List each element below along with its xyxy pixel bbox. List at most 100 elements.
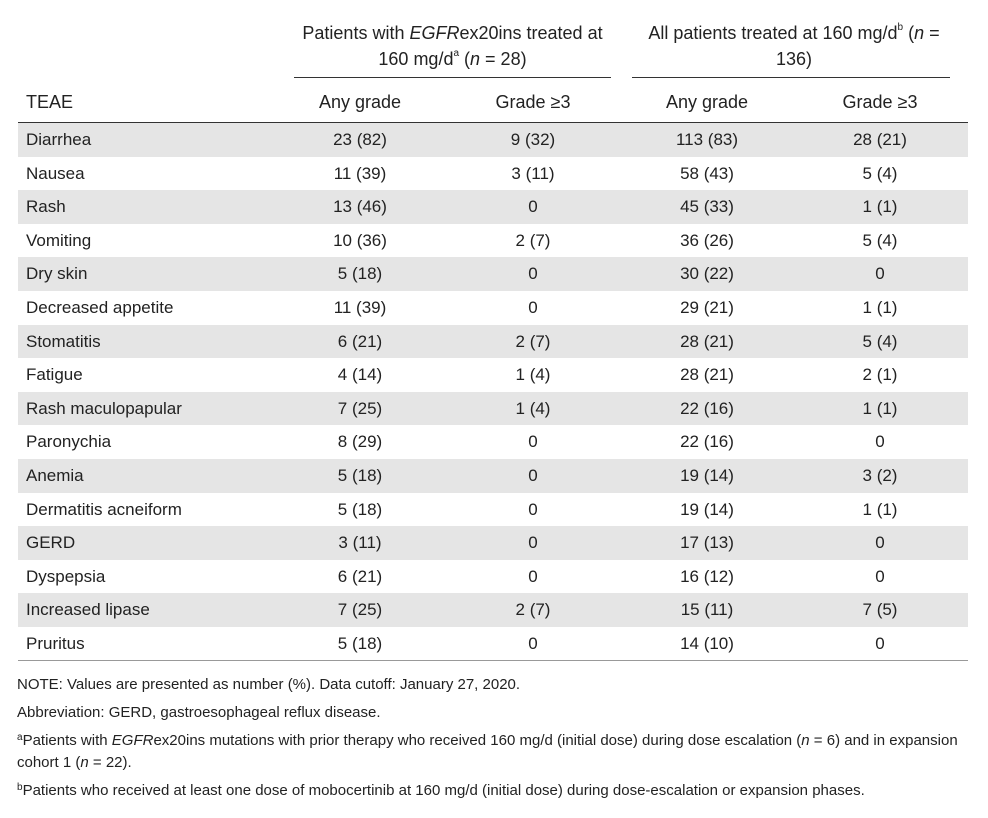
row-label: Dry skin bbox=[26, 264, 88, 284]
table-row: Decreased appetite 11 (39) 0 29 (21) 1 (1) bbox=[18, 291, 968, 325]
cell: 3 (11) bbox=[338, 533, 382, 553]
table-row: Dyspepsia 6 (21) 0 16 (12) 0 bbox=[18, 560, 968, 594]
cell: 1 (4) bbox=[515, 365, 551, 385]
cell: 11 (39) bbox=[333, 298, 387, 317]
row-label: GERD bbox=[26, 533, 76, 553]
group-header: Patients with EGFRex20ins treated at 160… bbox=[285, 20, 620, 72]
footnote: aPatients with EGFRex20ins mutations wit… bbox=[17, 730, 972, 774]
table-row: Dry skin 5 (18) 0 30 (22) 0 bbox=[18, 257, 968, 291]
footnote-mark: b bbox=[897, 22, 904, 33]
rule bbox=[632, 77, 950, 78]
table-row: Increased lipase 7 (25) 2 (7) 15 (11) 7 (5) bbox=[18, 593, 968, 627]
cell: 0 bbox=[875, 264, 885, 284]
note: Abbreviation: GERD, gastroesophageal ref… bbox=[17, 704, 381, 721]
note: NOTE: Values are presented as number (%)… bbox=[17, 676, 521, 693]
footnote-mark: b bbox=[17, 782, 23, 793]
cell: 0 bbox=[875, 566, 885, 586]
row-label: Nausea bbox=[26, 163, 85, 183]
cell: 28 (21) bbox=[853, 130, 907, 149]
cell: 1 (1) bbox=[862, 298, 898, 317]
cell: 0 bbox=[875, 533, 885, 553]
cell: 29 (21) bbox=[680, 298, 734, 317]
table-row: GERD 3 (11) 0 17 (13) 0 bbox=[18, 526, 968, 560]
column-header: Grade ≥3 bbox=[842, 92, 918, 112]
cell: 19 (14) bbox=[680, 466, 734, 485]
cell: 2 (1) bbox=[862, 365, 898, 385]
text: ( bbox=[903, 23, 915, 43]
cell: 6 (21) bbox=[337, 331, 383, 351]
footnote-mark: a bbox=[17, 732, 23, 743]
cell: 5 (18) bbox=[337, 499, 383, 519]
cell: 8 (29) bbox=[337, 432, 383, 452]
table-row: Dermatitis acneiform 5 (18) 0 19 (14) 1 (1) bbox=[18, 493, 968, 527]
row-label: Diarrhea bbox=[26, 130, 92, 149]
row-label: Increased lipase bbox=[26, 600, 150, 620]
column-header: Any grade bbox=[318, 92, 402, 112]
rule bbox=[18, 122, 968, 124]
cell: 11 (39) bbox=[333, 163, 387, 183]
table-row: Fatigue 4 (14) 1 (4) 28 (21) 2 (1) bbox=[18, 358, 968, 392]
table-row: Diarrhea 23 (82) 9 (32) 113 (83) 28 (21) bbox=[18, 123, 968, 157]
cell: 19 (14) bbox=[680, 499, 734, 519]
cell: 0 bbox=[528, 197, 538, 217]
text: n bbox=[801, 732, 810, 749]
row-label: Vomiting bbox=[26, 230, 92, 250]
text: ( bbox=[459, 49, 471, 69]
cell: 36 (26) bbox=[680, 230, 734, 250]
cell: 0 bbox=[528, 432, 538, 452]
cell: 58 (43) bbox=[680, 163, 734, 183]
column-header: Grade ≥3 bbox=[495, 92, 571, 112]
table-row: Rash 13 (46) 0 45 (33) 1 (1) bbox=[18, 190, 968, 224]
cell: 45 (33) bbox=[680, 197, 734, 217]
table-row: Anemia 5 (18) 0 19 (14) 3 (2) bbox=[18, 459, 968, 493]
cell: 5 (4) bbox=[862, 230, 898, 250]
cell: 1 (1) bbox=[862, 499, 898, 519]
table-row: Pruritus 5 (18) 0 14 (10) 0 bbox=[18, 627, 968, 661]
cell: 5 (18) bbox=[337, 264, 383, 284]
cell: 7 (25) bbox=[337, 600, 383, 620]
cell: 10 (36) bbox=[333, 230, 387, 250]
cell: 3 (2) bbox=[862, 466, 898, 485]
cell: 2 (7) bbox=[515, 600, 551, 620]
cell: 0 bbox=[528, 466, 538, 485]
text: ex20ins mutations with prior therapy who… bbox=[153, 732, 802, 749]
footnote: bPatients who received at least one dose… bbox=[17, 780, 972, 802]
cell: 15 (11) bbox=[680, 600, 734, 620]
cell: 1 (1) bbox=[862, 197, 898, 217]
table-row: Rash maculopapular 7 (25) 1 (4) 22 (16) 1 (1… bbox=[18, 391, 968, 426]
row-label: Fatigue bbox=[26, 365, 83, 385]
cell: 0 bbox=[528, 634, 538, 653]
cell: 22 (16) bbox=[680, 432, 734, 452]
text: = 28) bbox=[480, 49, 527, 69]
cell: 28 (21) bbox=[680, 331, 734, 351]
text: n bbox=[80, 754, 89, 771]
row-label: Rash maculopapular bbox=[26, 398, 182, 418]
table-row: Nausea 11 (39) 3 (11) 58 (43) 5 (4) bbox=[18, 157, 968, 191]
cell: 0 bbox=[875, 634, 885, 653]
row-label: Pruritus bbox=[26, 634, 85, 653]
text: All patients treated at 160 mg/d bbox=[648, 23, 898, 43]
text: = 6) and in expansion cohort 1 ( bbox=[17, 732, 958, 771]
row-label: Paronychia bbox=[26, 432, 112, 452]
cell: 16 (12) bbox=[680, 566, 734, 586]
cell: 30 (22) bbox=[680, 264, 734, 284]
cell: 14 (10) bbox=[680, 634, 734, 653]
text: = 136) bbox=[775, 23, 940, 69]
text: = 22). bbox=[88, 754, 132, 771]
column-header: Any grade bbox=[665, 92, 749, 112]
cell: 5 (18) bbox=[337, 466, 383, 485]
cell: 5 (4) bbox=[862, 163, 898, 183]
cell: 22 (16) bbox=[680, 398, 734, 418]
rule bbox=[18, 660, 968, 661]
footnote-mark: a bbox=[453, 48, 460, 59]
cell: 0 bbox=[528, 533, 538, 553]
cell: 113 (83) bbox=[675, 130, 739, 149]
text: Patients with bbox=[22, 732, 112, 749]
text: EGFR bbox=[409, 23, 460, 43]
cell: 5 (18) bbox=[337, 634, 383, 653]
row-label: Anemia bbox=[26, 466, 84, 485]
cell: 1 (1) bbox=[862, 398, 898, 418]
cell: 2 (7) bbox=[515, 331, 551, 351]
cell: 28 (21) bbox=[680, 365, 734, 385]
